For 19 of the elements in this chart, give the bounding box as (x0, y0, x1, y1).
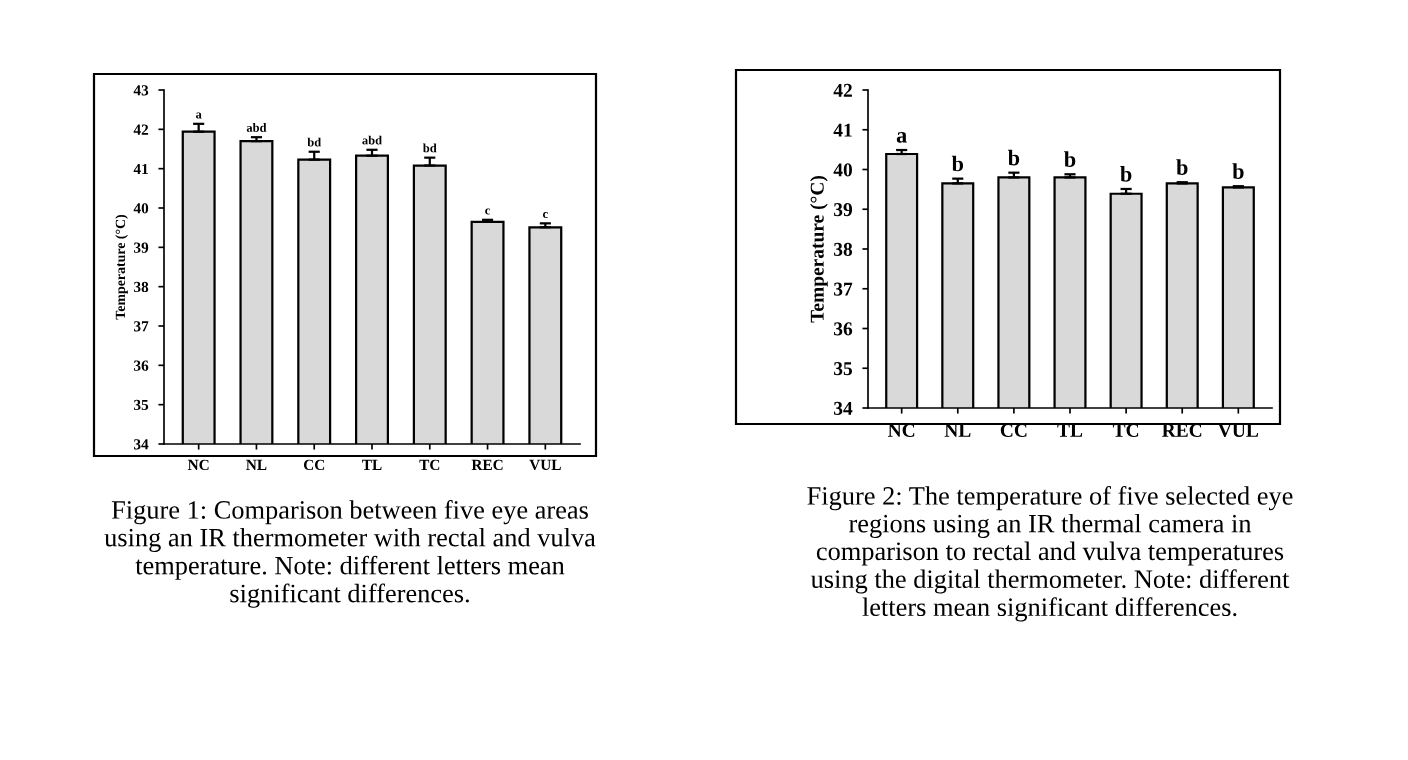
y-tick-label: 41 (833, 123, 852, 137)
annotation: b (1176, 159, 1188, 175)
y-tick-label: 39 (834, 203, 853, 217)
caption: Figure 1: Comparison between five eye areas using an IR thermometer with rectal and vulva temperature. Note: different letters mean significant differences. (104, 500, 596, 608)
y-tick-label: 35 (834, 362, 853, 376)
y-tick-label: 34 (834, 401, 853, 415)
annotation: a (896, 132, 907, 143)
annotation: b (1120, 166, 1132, 182)
y-tick-label: 40 (833, 163, 852, 177)
annotation: b (1232, 163, 1244, 179)
caption: Figure 2: The temperature of five selected eye regions using an IR thermal camera in comparison to rectal and vulva temperatures using the digital thermometer. Note: different letters mean significant differences. (807, 486, 1293, 622)
y-tick-label: 36 (834, 322, 853, 336)
y-axis-title: Temperature (°C) (810, 176, 828, 323)
y-tick-label: 42 (833, 83, 852, 97)
y-tick-label: 37 (834, 282, 853, 296)
annotation: b (1064, 151, 1076, 167)
annotation: b (1007, 149, 1020, 166)
y-tick-label: 38 (834, 242, 853, 256)
annotation: b (951, 155, 964, 172)
